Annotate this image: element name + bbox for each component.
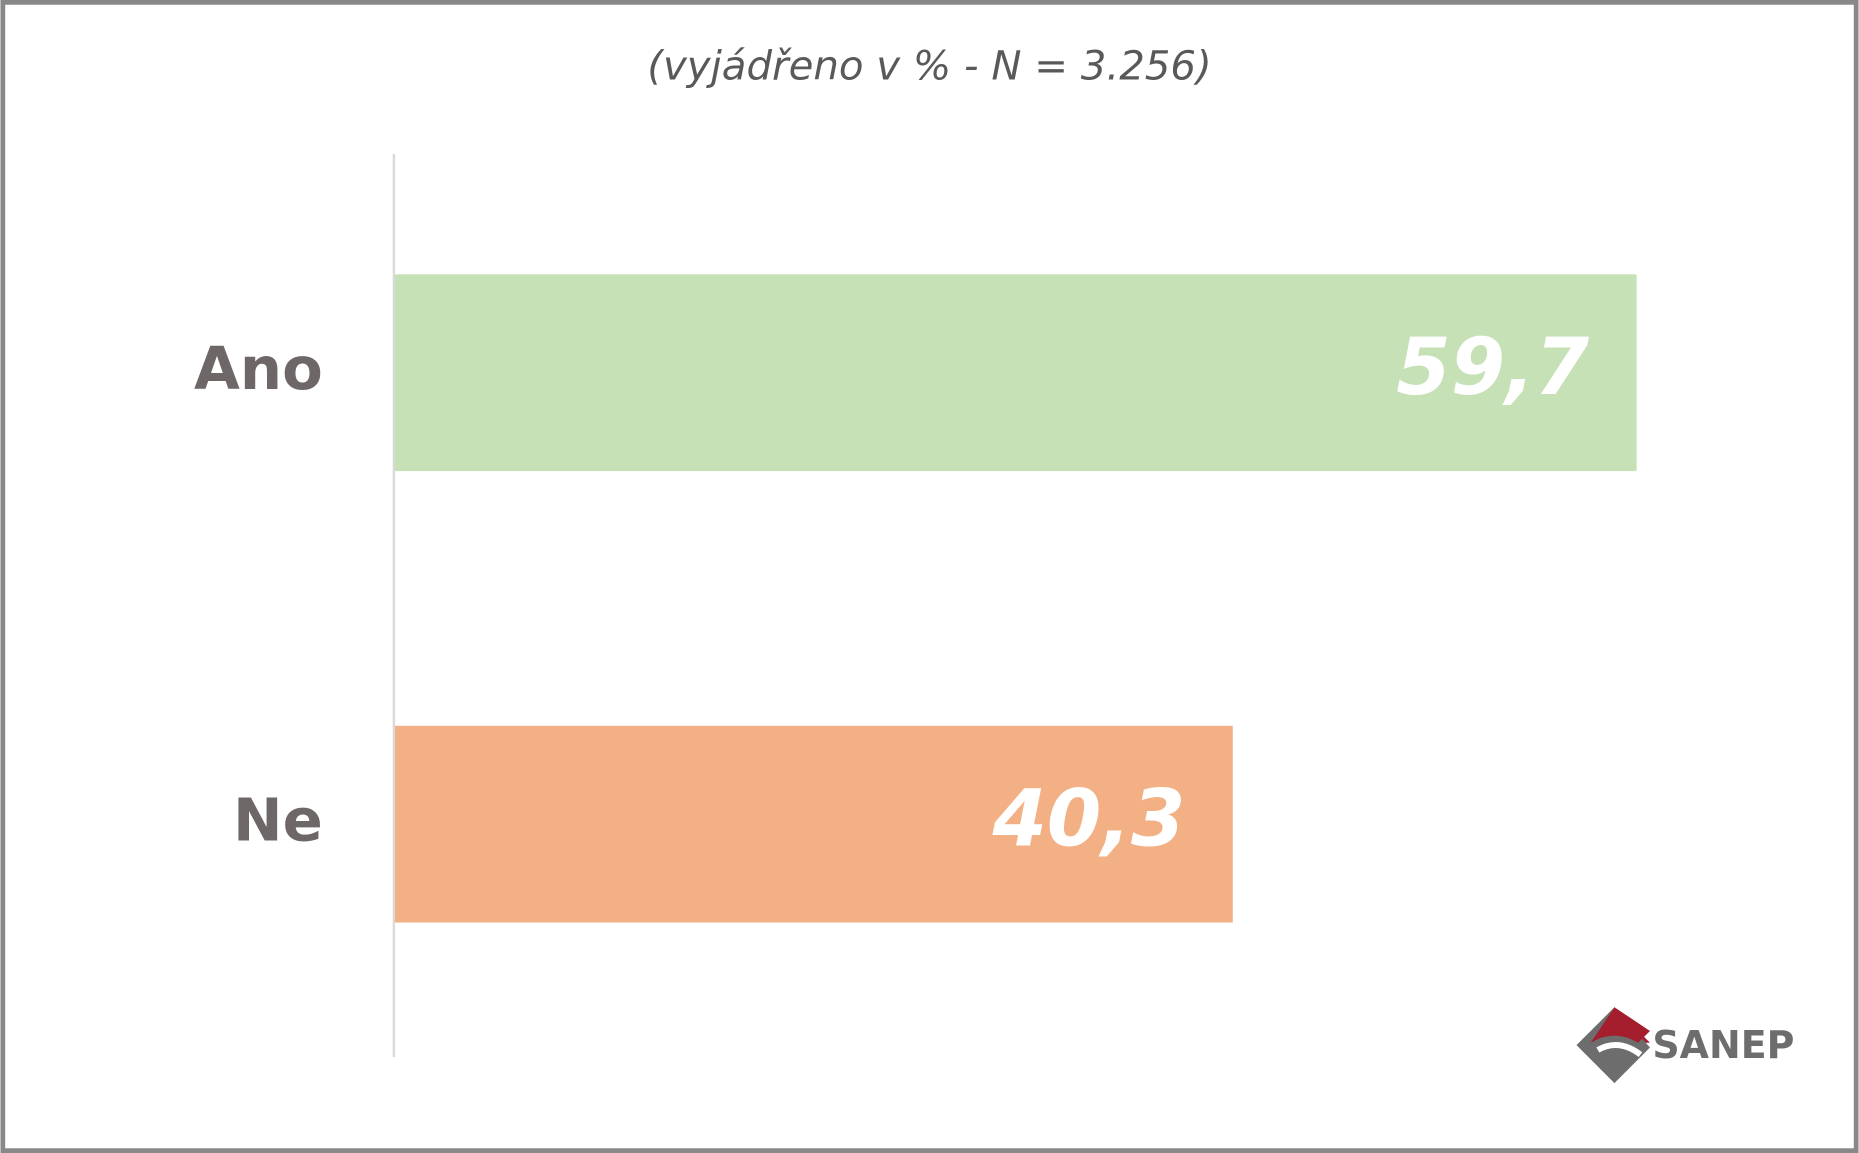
logo: SANEP [1576,1007,1794,1084]
value-label: 40,3 [991,774,1185,865]
logo-shape [1596,1042,1643,1058]
bar [393,274,1637,472]
bar [393,725,1233,923]
category-label: Ano [194,334,323,403]
logo-shape [1590,1007,1650,1043]
category-label: Ne [233,785,323,854]
logo-text: SANEP [1652,1023,1794,1067]
value-label: 59,7 [1396,322,1590,413]
chart-subtitle: (vyjádřeno v % - N = 3.256) [647,44,1212,90]
